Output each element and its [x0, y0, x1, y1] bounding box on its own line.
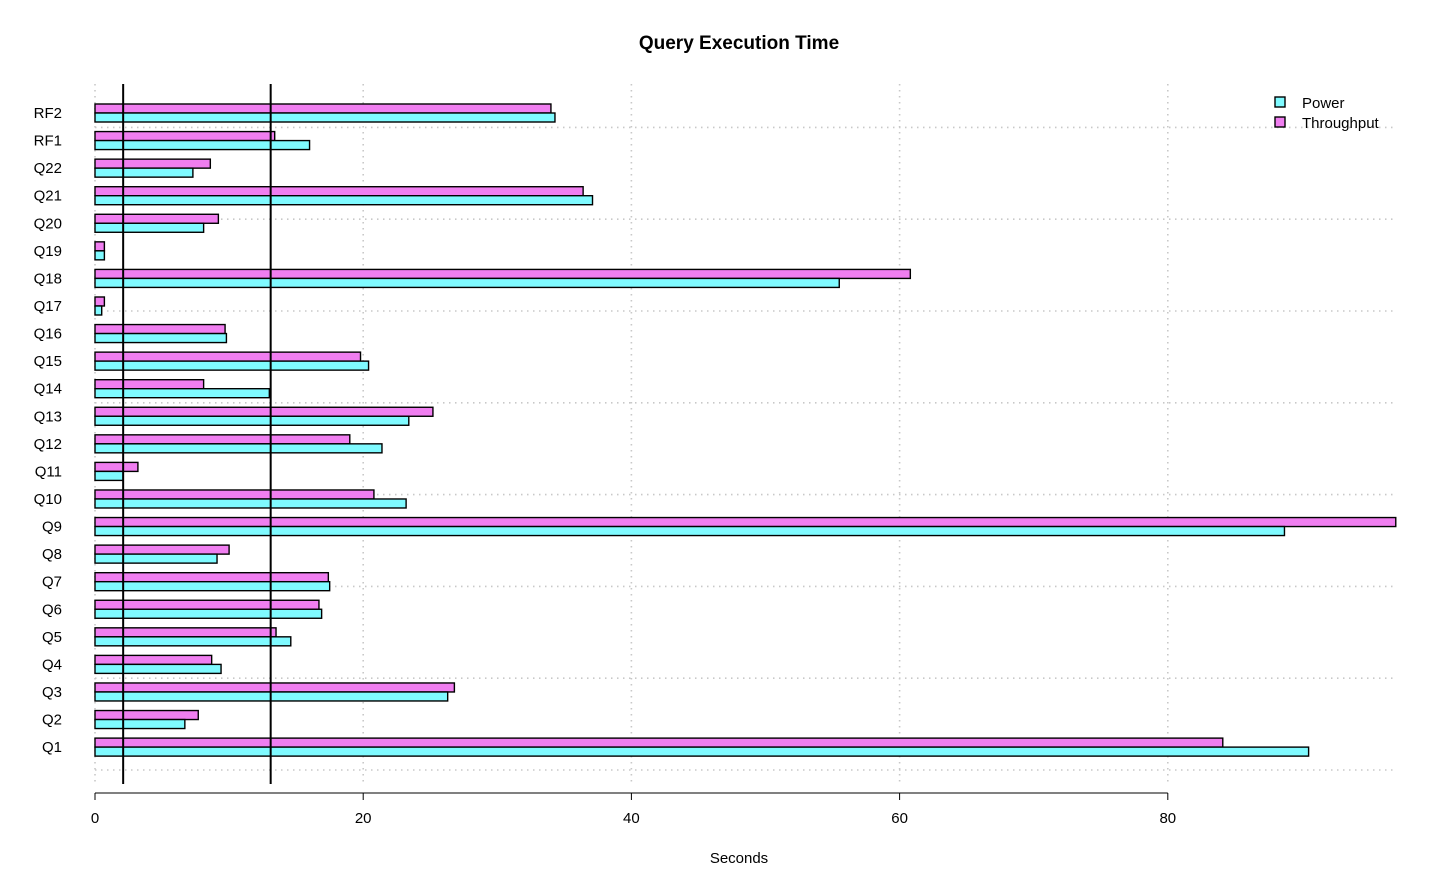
bar-power-q15 [94, 360, 370, 371]
bar-power-q19 [94, 250, 106, 261]
bar-throughput-q8 [94, 544, 230, 555]
chart-title: Query Execution Time [639, 33, 839, 54]
bar-power-q1 [94, 746, 1310, 757]
y-tick-label: Q16 [34, 326, 62, 343]
bar-throughput-q2 [94, 709, 199, 721]
legend-swatch-power [1274, 96, 1286, 108]
bar-power-q13 [94, 415, 410, 426]
legend-label-throughput: Throughput [1302, 115, 1380, 132]
y-tick-label: Q10 [34, 491, 62, 508]
y-tick-label: Q3 [42, 684, 62, 701]
bar-throughput-q1 [94, 737, 1224, 748]
bars-layer [94, 103, 1397, 757]
legend-label-power: Power [1302, 95, 1345, 112]
bar-throughput-rf1 [94, 130, 276, 142]
bar-power-q14 [94, 388, 271, 399]
bar-power-q8 [94, 553, 218, 564]
bar-throughput-q5 [94, 627, 277, 638]
y-tick-label: Q22 [34, 160, 62, 177]
bar-power-q16 [94, 332, 228, 344]
y-tick-label: Q9 [42, 519, 62, 536]
y-tick-label: Q8 [42, 546, 62, 563]
bar-throughput-q11 [94, 461, 139, 473]
x-axis-label: Seconds [710, 850, 768, 867]
bar-power-q17 [94, 305, 103, 316]
bar-power-rf2 [94, 112, 556, 123]
bar-throughput-q17 [94, 296, 106, 307]
bar-power-q7 [94, 580, 331, 592]
bar-power-q4 [94, 663, 222, 675]
y-tick-label: Q5 [42, 629, 62, 646]
bar-power-q9 [94, 525, 1286, 537]
bar-throughput-q6 [94, 599, 320, 610]
y-tick-label: Q7 [42, 574, 62, 591]
bar-throughput-q7 [94, 571, 330, 583]
x-tick-label: 60 [891, 810, 908, 827]
bar-throughput-q9 [94, 516, 1397, 528]
x-tick-label: 80 [1159, 810, 1176, 827]
x-tick-label: 0 [91, 810, 99, 827]
bar-throughput-q4 [94, 654, 213, 666]
bar-power-q5 [94, 636, 292, 647]
bar-power-q12 [94, 443, 383, 454]
bar-throughput-q10 [94, 489, 375, 500]
y-tick-label: RF1 [34, 133, 62, 150]
reference-lines [122, 84, 272, 784]
bar-power-q11 [94, 470, 124, 482]
y-axis-labels: Q1 Q2 Q3 Q4 Q5 Q6 Q7 Q8 Q9 Q10 Q11 Q12 Q13 Q14 Q15 Q16 Q… [34, 105, 62, 756]
x-tick-label: 20 [355, 810, 372, 827]
legend-swatch-throughput [1274, 116, 1286, 128]
y-tick-label: Q14 [34, 381, 62, 398]
y-tick-label: Q20 [34, 215, 62, 232]
bar-throughput-q13 [94, 406, 434, 417]
bar-power-q2 [94, 718, 186, 730]
bar-throughput-q20 [94, 213, 220, 224]
bar-throughput-q15 [94, 351, 362, 362]
bar-power-q10 [94, 498, 407, 509]
bar-power-q22 [94, 167, 194, 178]
y-tick-label: RF2 [34, 105, 62, 122]
bar-power-q6 [94, 608, 323, 619]
bar-power-q18 [94, 277, 840, 289]
bar-throughput-q16 [94, 323, 226, 335]
y-tick-label: Q15 [34, 353, 62, 370]
y-tick-label: Q4 [42, 656, 62, 673]
y-tick-label: Q2 [42, 712, 62, 729]
y-tick-label: Q18 [34, 270, 62, 287]
y-tick-label: Q13 [34, 408, 62, 425]
y-tick-label: Q1 [42, 739, 62, 756]
bar-throughput-q22 [94, 158, 212, 169]
bar-power-q20 [94, 222, 205, 233]
bar-throughput-q21 [94, 186, 584, 197]
y-tick-label: Q17 [34, 298, 62, 315]
bar-throughput-q19 [94, 241, 106, 252]
x-axis: 0 20 40 60 80 [91, 792, 1176, 827]
bar-power-q21 [94, 195, 594, 206]
bar-throughput-q14 [94, 379, 205, 390]
y-tick-label: Q6 [42, 601, 62, 618]
bar-throughput-rf2 [94, 103, 552, 114]
bar-power-rf1 [94, 139, 311, 151]
y-tick-label: Q21 [34, 188, 62, 205]
y-tick-label: Q12 [34, 436, 62, 453]
legend: Power Throughput [1274, 95, 1380, 132]
x-tick-label: 40 [623, 810, 640, 827]
y-tick-label: Q11 [35, 463, 62, 480]
bar-throughput-q12 [94, 434, 351, 445]
bar-throughput-q18 [94, 268, 912, 280]
y-tick-label: Q19 [34, 243, 62, 260]
bar-throughput-q3 [94, 682, 456, 693]
